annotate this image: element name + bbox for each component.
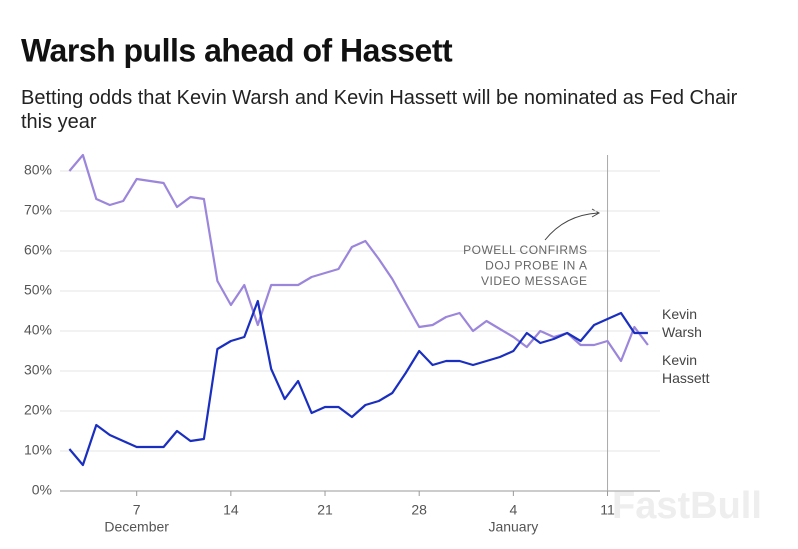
y-tick-label: 50% (24, 282, 52, 298)
watermark: FastBull (612, 485, 762, 527)
y-tick-label: 40% (24, 322, 52, 338)
x-month-label: January (488, 519, 538, 535)
series-label: Kevin Hassett (662, 352, 710, 386)
chart-title: Warsh pulls ahead of Hassett (21, 32, 453, 68)
y-tick-label: 0% (32, 482, 52, 498)
x-tick-label: 11 (600, 502, 615, 518)
series-line (68, 153, 649, 363)
x-tick-label: 28 (411, 502, 427, 518)
chart-subtitle: Betting odds that Kevin Warsh and Kevin … (21, 87, 738, 133)
annotation-text: VIDEO MESSAGE (481, 274, 588, 288)
x-tick-label: 7 (133, 502, 141, 518)
annotation-arrow-head (591, 208, 601, 218)
y-tick-label: 20% (24, 402, 52, 418)
y-tick-label: 10% (24, 442, 52, 458)
x-tick-label: 21 (317, 502, 333, 518)
series-line (68, 299, 648, 467)
annotation-text: DOJ PROBE IN A (485, 259, 587, 273)
series-label: Kevin Warsh (662, 306, 702, 340)
y-tick-label: 60% (24, 242, 52, 258)
x-month-label: December (104, 519, 169, 535)
y-tick-label: 70% (24, 202, 52, 218)
x-tick-label: 4 (509, 502, 517, 518)
annotation-text: POWELL CONFIRMS (463, 243, 587, 257)
x-tick-label: 14 (223, 502, 239, 518)
y-tick-label: 80% (24, 162, 52, 178)
annotation-arrow (544, 212, 599, 241)
y-tick-label: 30% (24, 362, 52, 378)
